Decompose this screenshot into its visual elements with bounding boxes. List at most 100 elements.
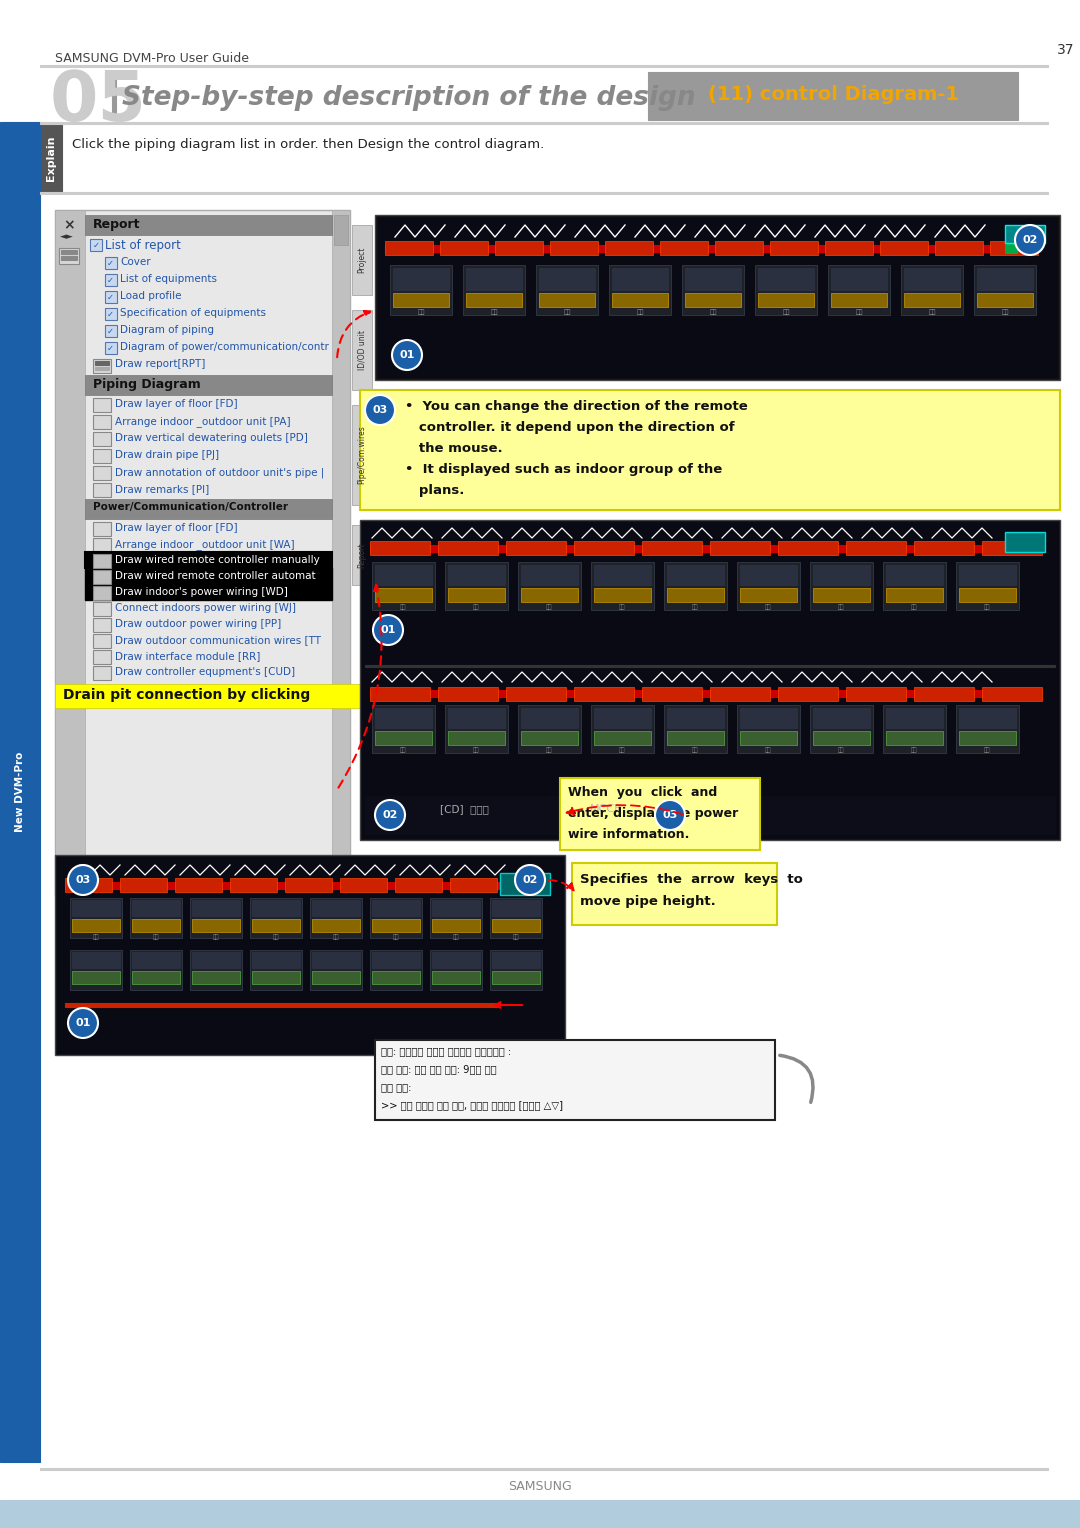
Bar xyxy=(93,587,111,601)
Text: plans.: plans. xyxy=(405,484,464,497)
Text: Report: Report xyxy=(93,219,140,231)
Bar xyxy=(370,545,1010,552)
Bar xyxy=(959,730,1016,746)
Bar xyxy=(375,730,432,746)
Bar xyxy=(572,863,777,924)
Bar xyxy=(372,918,420,932)
Text: Draw outdoor communication wires [TT: Draw outdoor communication wires [TT xyxy=(114,636,321,645)
Bar xyxy=(132,900,180,915)
Bar xyxy=(758,293,814,307)
Text: 내부: 내부 xyxy=(838,747,845,753)
Bar xyxy=(65,879,112,892)
Bar xyxy=(740,707,797,727)
Bar xyxy=(365,665,1055,668)
Bar xyxy=(561,778,760,850)
Bar xyxy=(737,562,800,610)
Bar xyxy=(60,251,77,254)
Text: 01: 01 xyxy=(400,350,415,361)
Bar xyxy=(249,950,302,990)
Bar xyxy=(492,952,540,969)
Bar xyxy=(393,267,449,290)
Bar xyxy=(85,568,332,584)
Bar xyxy=(667,730,724,746)
Text: enter, display the power: enter, display the power xyxy=(568,807,739,821)
Bar xyxy=(758,267,814,290)
Text: [CD]  제어기: [CD] 제어기 xyxy=(440,804,489,814)
Text: 내부: 내부 xyxy=(692,604,699,610)
Text: 내부: 내부 xyxy=(1001,309,1009,315)
Bar xyxy=(105,342,117,354)
Bar xyxy=(130,898,183,938)
Bar xyxy=(384,241,433,255)
Bar xyxy=(710,688,770,701)
Bar xyxy=(813,707,870,727)
Text: 05: 05 xyxy=(50,69,147,134)
Bar xyxy=(605,241,653,255)
Bar xyxy=(93,359,111,373)
Bar xyxy=(370,541,430,555)
Bar xyxy=(740,565,797,585)
Text: 개체 선택:: 개체 선택: xyxy=(381,1082,411,1093)
Text: 내부: 내부 xyxy=(473,604,480,610)
Text: ✓: ✓ xyxy=(107,310,114,319)
Bar xyxy=(831,293,887,307)
Bar xyxy=(93,649,111,665)
Bar xyxy=(518,704,581,753)
Circle shape xyxy=(515,865,545,895)
Bar xyxy=(390,264,453,315)
Bar xyxy=(521,565,578,585)
Circle shape xyxy=(392,341,422,370)
Text: Diagram of power/communication/contr: Diagram of power/communication/contr xyxy=(120,342,329,351)
Bar xyxy=(72,900,120,915)
Bar xyxy=(372,704,435,753)
Bar xyxy=(715,241,762,255)
Bar xyxy=(737,704,800,753)
Bar xyxy=(846,541,906,555)
Bar xyxy=(132,918,180,932)
Bar xyxy=(372,970,420,984)
Bar xyxy=(112,72,116,121)
Bar xyxy=(685,293,741,307)
Bar xyxy=(990,241,1038,255)
Bar xyxy=(252,900,300,915)
Text: 내부: 내부 xyxy=(782,309,789,315)
Bar xyxy=(539,267,595,290)
Bar xyxy=(448,588,505,602)
Bar xyxy=(370,691,1010,697)
Bar xyxy=(93,466,111,480)
Bar xyxy=(982,541,1042,555)
Text: 인터: 인터 xyxy=(393,934,400,940)
Text: SAMSUNG DVM-Pro User Guide: SAMSUNG DVM-Pro User Guide xyxy=(55,52,249,66)
Bar xyxy=(1005,243,1017,254)
Bar xyxy=(93,416,111,429)
Bar xyxy=(495,241,543,255)
Bar xyxy=(492,900,540,915)
Bar xyxy=(432,952,480,969)
Text: (11) control Diagram-1: (11) control Diagram-1 xyxy=(707,86,959,104)
Text: 내부: 내부 xyxy=(984,747,990,753)
Text: Specification of equipments: Specification of equipments xyxy=(120,309,266,318)
Bar xyxy=(778,541,838,555)
Text: New DVM-Pro: New DVM-Pro xyxy=(15,752,25,833)
Bar xyxy=(252,970,300,984)
Bar xyxy=(252,918,300,932)
Text: 내부: 내부 xyxy=(545,747,552,753)
Bar xyxy=(450,879,497,892)
Text: 인터: 인터 xyxy=(513,934,519,940)
Text: 내부: 내부 xyxy=(400,604,406,610)
Bar xyxy=(0,122,40,1462)
Bar xyxy=(846,688,906,701)
Bar xyxy=(59,248,79,264)
Bar xyxy=(378,219,1057,377)
Bar xyxy=(959,707,1016,727)
Text: Draw indoor's power wiring [WD]: Draw indoor's power wiring [WD] xyxy=(114,587,288,597)
Bar xyxy=(105,309,117,319)
Bar xyxy=(375,707,432,727)
Bar xyxy=(93,523,111,536)
Bar xyxy=(105,325,117,338)
Text: 내부: 내부 xyxy=(710,309,717,315)
Bar xyxy=(959,588,1016,602)
Text: Click the piping diagram list in order. then Design the control diagram.: Click the piping diagram list in order. … xyxy=(72,138,544,151)
Text: 인터: 인터 xyxy=(333,934,339,940)
Bar xyxy=(175,879,222,892)
